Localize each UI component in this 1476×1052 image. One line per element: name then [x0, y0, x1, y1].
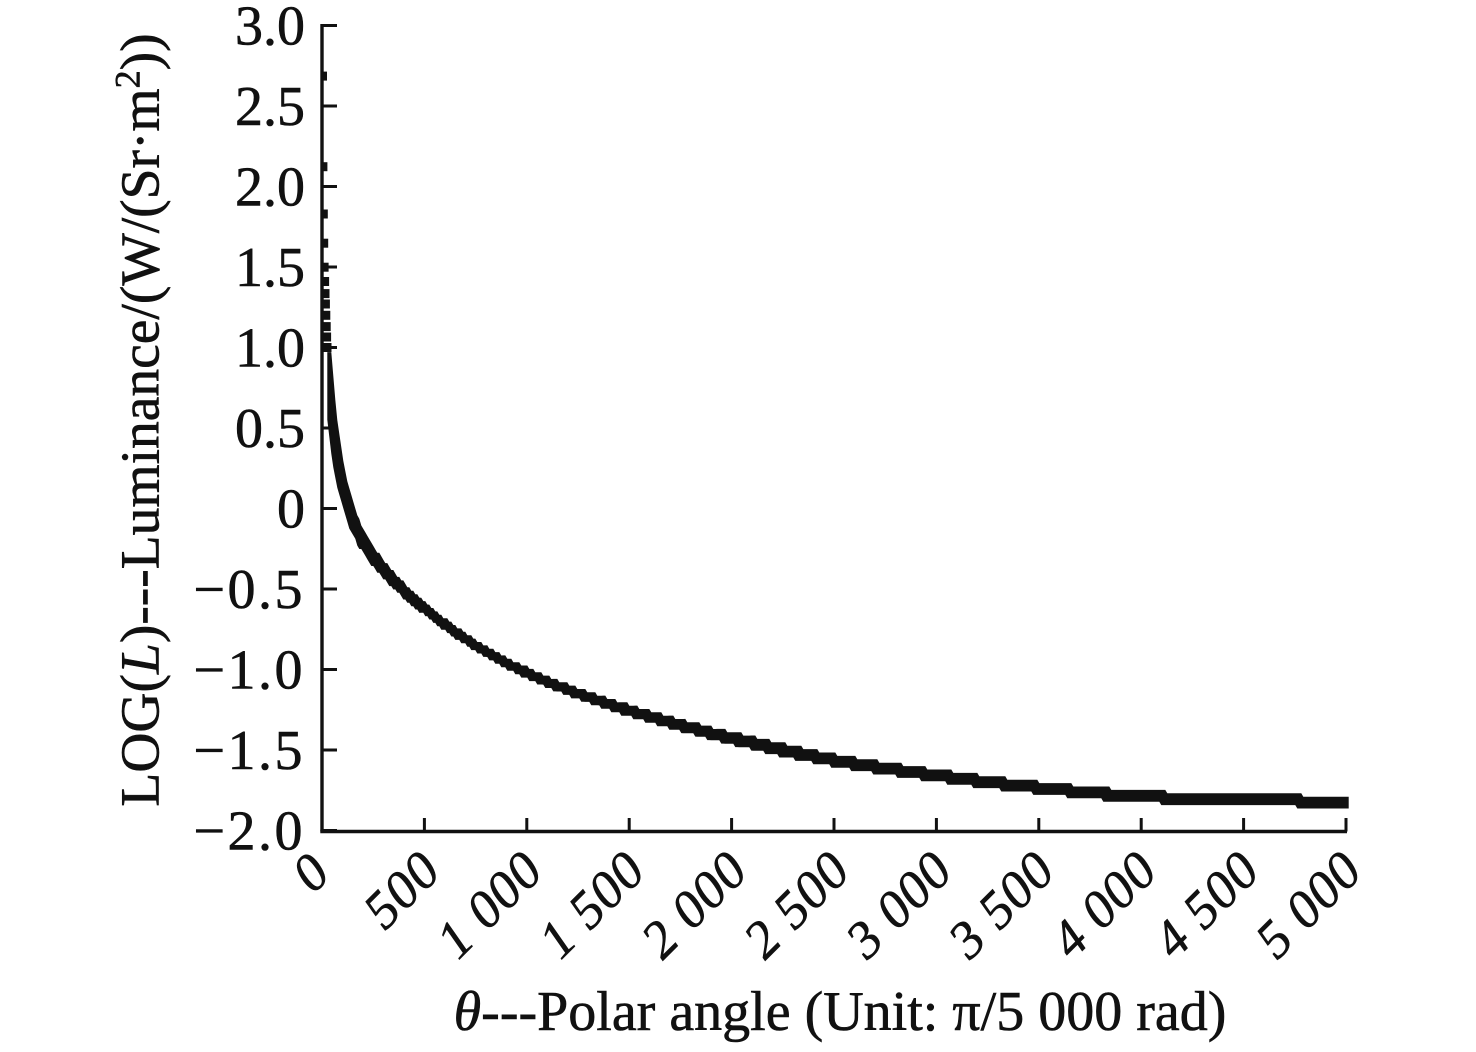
svg-text:1.0: 1.0 — [235, 318, 305, 380]
svg-text:−1.5: −1.5 — [193, 720, 305, 782]
svg-text:2.5: 2.5 — [235, 76, 305, 138]
svg-text:θ---Polar angle (Unit: π/5 000: θ---Polar angle (Unit: π/5 000 rad) — [454, 981, 1227, 1043]
svg-text:−1.0: −1.0 — [193, 640, 305, 702]
svg-text:LOG(L)---Luminance/(W/(Sr·m2)): LOG(L)---Luminance/(W/(Sr·m2)) — [108, 33, 172, 806]
svg-text:0: 0 — [277, 479, 305, 541]
svg-text:2.0: 2.0 — [235, 157, 305, 219]
svg-text:−0.5: −0.5 — [193, 559, 305, 621]
svg-text:3.0: 3.0 — [235, 0, 305, 58]
svg-text:1.5: 1.5 — [235, 237, 305, 299]
svg-text:−2.0: −2.0 — [193, 801, 305, 863]
svg-text:0.5: 0.5 — [235, 398, 305, 460]
